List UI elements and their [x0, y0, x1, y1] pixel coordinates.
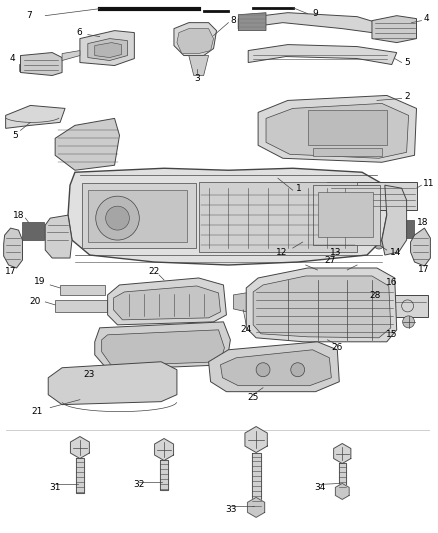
Polygon shape [160, 461, 168, 490]
Bar [328, 182, 417, 210]
Polygon shape [48, 362, 177, 405]
Bar [55, 300, 106, 312]
Polygon shape [71, 437, 89, 458]
Text: 18: 18 [13, 211, 24, 220]
Text: 20: 20 [29, 297, 40, 306]
Text: 15: 15 [386, 330, 398, 340]
Text: 5: 5 [405, 58, 410, 67]
Polygon shape [220, 350, 332, 386]
Bar [199, 182, 357, 252]
Circle shape [96, 196, 139, 240]
Circle shape [106, 206, 129, 230]
Text: 8: 8 [230, 16, 236, 25]
Text: 28: 28 [369, 292, 380, 301]
Polygon shape [88, 38, 127, 61]
Text: 9: 9 [313, 9, 318, 18]
Polygon shape [95, 43, 121, 58]
Polygon shape [155, 439, 173, 461]
Text: 11: 11 [424, 179, 435, 188]
Text: 25: 25 [247, 393, 259, 402]
Polygon shape [253, 276, 391, 338]
Text: 22: 22 [148, 268, 160, 277]
Polygon shape [372, 15, 417, 43]
Bar [60, 285, 105, 295]
Polygon shape [76, 458, 84, 494]
Polygon shape [4, 228, 22, 268]
Polygon shape [68, 168, 387, 265]
Text: 18: 18 [417, 217, 428, 227]
Polygon shape [102, 330, 224, 366]
Polygon shape [238, 13, 266, 30]
Polygon shape [250, 298, 278, 320]
Bar [313, 148, 382, 156]
Polygon shape [247, 497, 265, 518]
Text: 32: 32 [134, 480, 145, 489]
Bar [307, 110, 387, 146]
Text: 23: 23 [83, 370, 95, 379]
Polygon shape [246, 268, 397, 342]
Polygon shape [336, 483, 349, 499]
Text: 7: 7 [27, 11, 32, 20]
Text: 17: 17 [418, 265, 429, 274]
Polygon shape [208, 342, 339, 392]
Polygon shape [329, 220, 359, 243]
Polygon shape [45, 215, 72, 258]
Polygon shape [258, 95, 417, 162]
Bar [88, 190, 187, 242]
Text: 3: 3 [194, 74, 200, 83]
Bar [313, 185, 380, 245]
Polygon shape [266, 103, 409, 158]
Polygon shape [382, 185, 406, 255]
Text: 2: 2 [405, 92, 410, 101]
Text: 24: 24 [240, 325, 252, 334]
Polygon shape [113, 286, 220, 320]
Bar [22, 222, 44, 240]
Bar [337, 300, 367, 318]
Text: 5: 5 [13, 131, 18, 140]
Polygon shape [410, 228, 431, 266]
Polygon shape [339, 464, 346, 491]
Polygon shape [294, 222, 328, 245]
Polygon shape [6, 106, 65, 128]
Polygon shape [177, 29, 214, 53]
Polygon shape [80, 30, 134, 66]
Circle shape [374, 239, 384, 249]
Text: 1: 1 [296, 184, 301, 193]
Polygon shape [252, 453, 261, 507]
Polygon shape [62, 51, 80, 61]
Polygon shape [334, 443, 351, 464]
Polygon shape [248, 45, 397, 64]
Text: 19: 19 [34, 278, 45, 286]
Text: 13: 13 [329, 247, 341, 256]
Text: 4: 4 [424, 14, 429, 23]
Bar [392, 220, 413, 238]
Circle shape [403, 316, 414, 328]
Text: 21: 21 [31, 407, 42, 416]
Text: 16: 16 [386, 278, 398, 287]
Text: 17: 17 [5, 268, 16, 277]
Polygon shape [108, 278, 226, 325]
Polygon shape [233, 291, 261, 313]
Text: 4: 4 [10, 54, 15, 63]
Text: 33: 33 [226, 505, 237, 514]
Polygon shape [174, 22, 216, 55]
Text: 26: 26 [332, 343, 343, 352]
Polygon shape [21, 53, 62, 76]
Bar [387, 295, 428, 317]
Polygon shape [95, 322, 230, 370]
Text: 6: 6 [76, 28, 82, 37]
Polygon shape [245, 426, 267, 453]
Bar [318, 192, 373, 237]
Polygon shape [55, 118, 120, 170]
Circle shape [291, 363, 305, 377]
Polygon shape [238, 13, 377, 33]
Polygon shape [189, 55, 208, 76]
Text: 27: 27 [325, 255, 336, 264]
Text: 31: 31 [49, 483, 61, 492]
Text: 14: 14 [390, 247, 401, 256]
Text: 12: 12 [276, 247, 288, 256]
Circle shape [256, 363, 270, 377]
Text: 34: 34 [314, 483, 325, 492]
Bar [82, 183, 196, 248]
